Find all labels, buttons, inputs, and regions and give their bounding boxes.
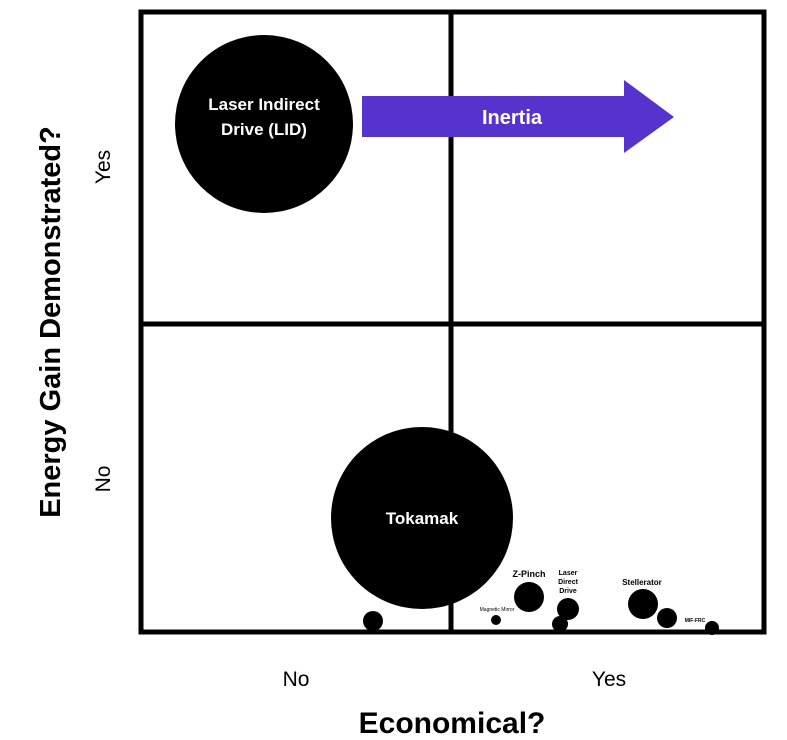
- lid-label-line2: Drive (LID): [221, 120, 307, 139]
- laser-direct-label-line2: Direct: [558, 579, 579, 586]
- mif-frc-label: MIF-FRC: [685, 618, 706, 624]
- laser-direct-drive-bubble: [557, 598, 579, 620]
- stellerator-bubble: [628, 589, 658, 619]
- inertia-arrow: [362, 80, 674, 153]
- zpinch-bubble: [514, 582, 544, 612]
- laser-direct-label-line3: Drive: [559, 588, 577, 595]
- x-axis-title: Economical?: [359, 707, 546, 740]
- y-axis-title: Energy Gain Demonstrated?: [35, 126, 67, 518]
- stellerator-label: Stellerator: [622, 578, 662, 587]
- mif-frc-bubble: [705, 621, 719, 635]
- laser-direct-label-line1: Laser: [559, 570, 578, 577]
- lid-bubble: [175, 35, 353, 213]
- x-no-label: No: [283, 668, 310, 691]
- y-no-label: No: [92, 466, 115, 493]
- lid-label-line1: Laser Indirect: [208, 95, 320, 114]
- unlabeled-bubble: [363, 611, 383, 631]
- tokamak-bubble: [331, 427, 513, 609]
- zpinch-label: Z-Pinch: [513, 569, 546, 579]
- stellerator-small-bubble: [657, 608, 677, 628]
- tokamak-label: Tokamak: [386, 509, 459, 528]
- magnetic-mirror-bubble: [491, 615, 501, 625]
- magnetic-mirror-label: Magnetic Mirror: [480, 607, 515, 613]
- y-yes-label: Yes: [92, 150, 115, 184]
- x-yes-label: Yes: [592, 668, 626, 691]
- inertia-label: Inertia: [482, 107, 543, 129]
- laser-direct-drive-small-bubble: [552, 616, 568, 632]
